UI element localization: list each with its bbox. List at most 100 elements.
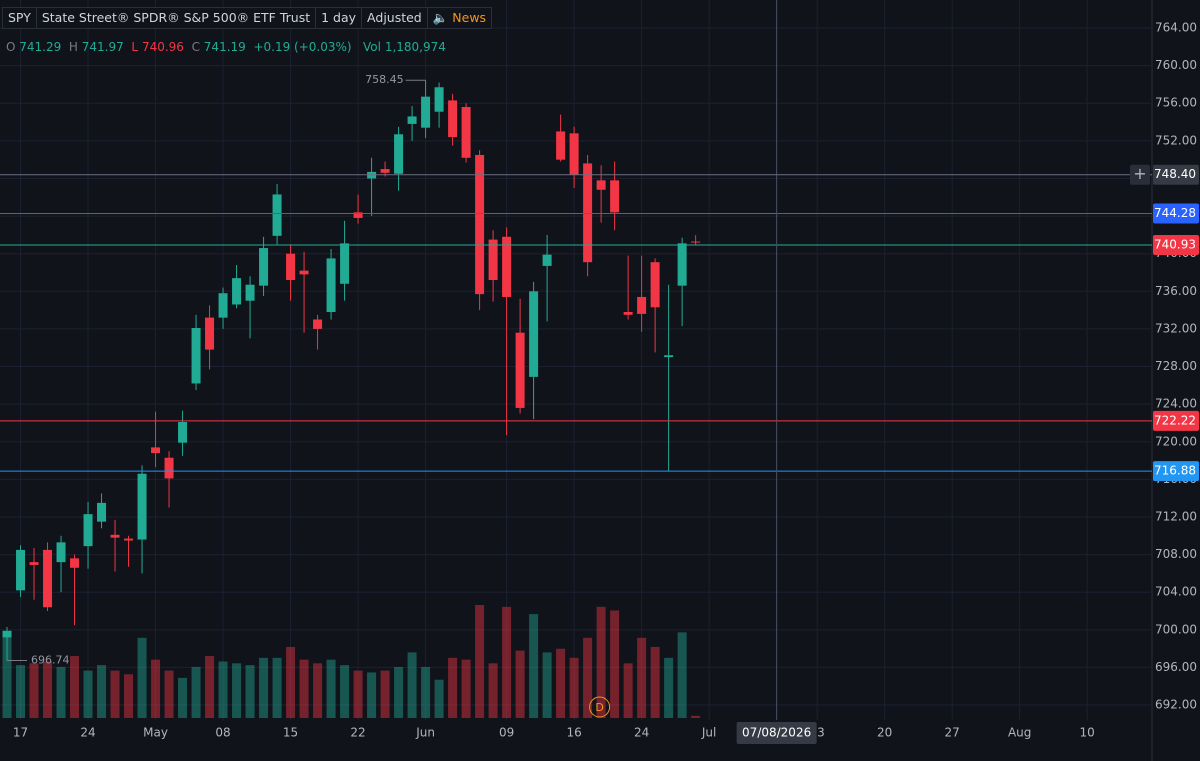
- volume-bar: [137, 637, 147, 718]
- x-tick-label: 08: [215, 726, 230, 740]
- y-tick-label: 700.00: [1155, 622, 1197, 636]
- legend-change: +0.19 (+0.03%): [253, 40, 352, 54]
- candle-body: [623, 311, 633, 315]
- volume-bar: [56, 666, 66, 718]
- y-tick-label: 720.00: [1155, 434, 1197, 448]
- volume-bar: [205, 656, 215, 718]
- volume-bar: [488, 663, 498, 718]
- volume-bar: [407, 652, 417, 718]
- price-axis: [1152, 0, 1200, 761]
- volume-bar: [286, 646, 296, 718]
- crosshair-x-box: [736, 722, 817, 744]
- price-label: 716.88: [1154, 464, 1196, 478]
- candle-body: [340, 243, 350, 284]
- candle-body: [421, 96, 431, 128]
- volume-bar: [650, 646, 660, 718]
- volume-bar: [556, 648, 566, 718]
- candle-body: [205, 317, 215, 350]
- x-tick-label: 24: [80, 726, 95, 740]
- candle-body: [691, 241, 701, 243]
- candle-body: [16, 549, 26, 591]
- candle-body: [556, 131, 566, 160]
- volume-bar: [461, 659, 471, 718]
- x-tick-label: 16: [566, 726, 581, 740]
- y-tick-label: 760.00: [1155, 58, 1197, 72]
- add-button[interactable]: [1130, 164, 1150, 185]
- legend-open: 741.29: [19, 40, 62, 54]
- volume-bar: [110, 670, 120, 718]
- session-marker[interactable]: [589, 696, 611, 718]
- crosshair-y-label: 748.40: [1154, 167, 1196, 181]
- volume-bar: [340, 665, 350, 718]
- candle-body: [56, 542, 66, 563]
- volume-bar: [583, 637, 593, 718]
- candle-body: [583, 163, 593, 263]
- candle-body: [502, 236, 512, 297]
- legend-volume: 1,180,974: [384, 40, 446, 54]
- y-tick-label: 708.00: [1155, 547, 1197, 561]
- candle-body: [259, 248, 269, 286]
- volume-bar: [151, 659, 161, 718]
- news-label: News: [452, 10, 487, 25]
- volume-bar: [299, 659, 309, 718]
- volume-bar: [178, 677, 188, 718]
- volume-bar: [380, 670, 390, 718]
- volume-bar: [164, 670, 174, 718]
- candle-body: [542, 254, 552, 266]
- candle-body: [232, 278, 242, 305]
- candle-body: [299, 270, 309, 275]
- x-tick-label: 24: [634, 726, 649, 740]
- x-tick-label: Jul: [701, 726, 716, 740]
- volume-bar: [70, 656, 80, 718]
- candle-body: [637, 296, 647, 314]
- volume-bar: [421, 666, 431, 718]
- y-tick-label: 752.00: [1155, 133, 1197, 147]
- high-marker-label: 758.45: [365, 73, 404, 86]
- symbol-header: SPY State Street® SPDR® S&P 500® ETF Tru…: [2, 7, 493, 29]
- volume-bar: [529, 614, 539, 718]
- candle-body: [434, 87, 444, 112]
- legend-close: 741.19: [203, 40, 246, 54]
- x-tick-label: 15: [283, 726, 298, 740]
- adjustment[interactable]: Adjusted: [361, 7, 428, 29]
- volume-bar: [83, 670, 93, 718]
- volume-bar: [515, 650, 525, 718]
- candle-body: [70, 558, 80, 568]
- volume-bar: [542, 652, 552, 718]
- volume-bar: [326, 659, 336, 718]
- legend-vol-key: Vol: [363, 40, 381, 54]
- y-tick-label: 732.00: [1155, 321, 1197, 335]
- legend-high: 741.97: [81, 40, 124, 54]
- candle-body: [353, 212, 363, 218]
- price-label-box: [1153, 461, 1199, 482]
- candle-body: [380, 169, 390, 173]
- volume-bar: [448, 657, 458, 718]
- candle-body: [218, 293, 228, 318]
- x-tick-label: May: [143, 726, 168, 740]
- y-tick-label: 724.00: [1155, 397, 1197, 411]
- candle-body: [529, 291, 539, 377]
- x-tick-label: 10: [1080, 726, 1095, 740]
- candle-body: [97, 502, 107, 522]
- x-tick-label: 17: [13, 726, 28, 740]
- candle-body: [191, 327, 201, 384]
- y-tick-label: 696.00: [1155, 660, 1197, 674]
- volume-bar: [232, 663, 242, 718]
- volume-bar: [596, 606, 606, 718]
- candle-body: [569, 133, 579, 175]
- volume-bar: [637, 637, 647, 718]
- x-tick-label: 09: [499, 726, 514, 740]
- volume-bar: [272, 657, 282, 718]
- price-label: 740.93: [1154, 237, 1196, 251]
- symbol[interactable]: SPY: [2, 7, 37, 29]
- news[interactable]: 🔈 News: [426, 7, 493, 29]
- add-button-icon: +: [1133, 164, 1146, 183]
- interval[interactable]: 1 day: [315, 7, 363, 29]
- low-marker-label: 696.74: [31, 653, 70, 666]
- ohlc-legend: O 741.29 H 741.97 L 740.96 C 741.19 +0.1…: [6, 40, 446, 54]
- volume-bar: [610, 610, 620, 718]
- price-label-box: [1153, 234, 1199, 255]
- candle-body: [461, 107, 471, 158]
- price-label: 722.22: [1154, 413, 1196, 427]
